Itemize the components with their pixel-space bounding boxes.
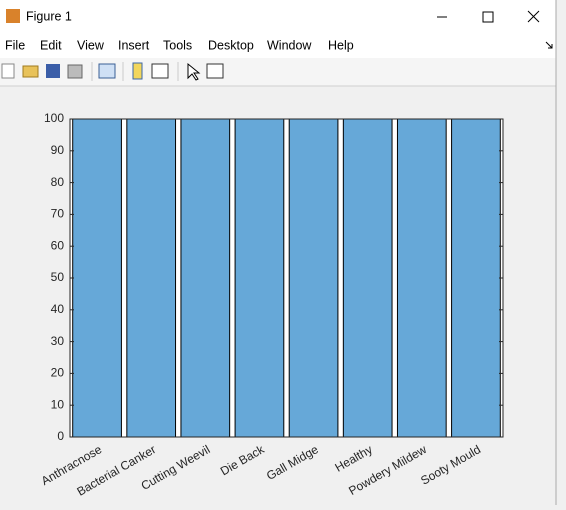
window-title: Figure 1 <box>26 9 72 23</box>
menu-item[interactable]: Desktop <box>208 38 254 52</box>
save-icon[interactable] <box>46 64 60 78</box>
y-tick-label: 60 <box>51 238 65 252</box>
menu-group: File Edit View Insert Tools Desktop Window Help <box>5 38 354 52</box>
y-tick-label: 50 <box>51 270 65 284</box>
bar <box>180 118 231 438</box>
menu-item[interactable]: Tools <box>163 38 192 52</box>
toolbar <box>0 58 556 86</box>
new-icon[interactable] <box>1 63 15 79</box>
bar <box>396 118 447 438</box>
maximize-button[interactable] <box>482 11 494 23</box>
bar <box>288 118 339 438</box>
bar <box>451 118 501 438</box>
app-icon <box>6 9 20 23</box>
menu-item[interactable]: Insert <box>118 38 150 52</box>
y-tick-label: 70 <box>51 207 65 221</box>
menu-item[interactable]: Window <box>267 38 312 52</box>
title-bar <box>0 0 556 34</box>
bar <box>234 118 285 438</box>
property-icon[interactable] <box>206 63 224 79</box>
y-tick-label: 0 <box>57 429 64 443</box>
dock-arrow[interactable] <box>545 41 553 49</box>
bar <box>342 118 393 438</box>
y-tick-label: 40 <box>51 302 65 316</box>
y-tick-label: 20 <box>51 366 65 380</box>
y-tick-label: 100 <box>44 111 64 125</box>
menu-item[interactable]: View <box>77 38 105 52</box>
legend-icon[interactable] <box>151 63 169 79</box>
bar <box>72 118 122 438</box>
y-tick-label: 10 <box>51 397 65 411</box>
menu-item[interactable]: Edit <box>40 38 62 52</box>
close-button[interactable] <box>527 10 540 23</box>
y-tick-label: 90 <box>51 143 65 157</box>
pointer-icon[interactable] <box>187 62 201 81</box>
menu-item[interactable]: Help <box>328 38 354 52</box>
menu-item[interactable]: File <box>5 38 25 52</box>
link-icon[interactable] <box>98 63 116 79</box>
y-tick-label: 80 <box>51 175 65 189</box>
print-icon[interactable] <box>67 64 83 79</box>
bar <box>126 118 177 438</box>
open-icon[interactable] <box>22 65 39 78</box>
y-tick-label: 30 <box>51 334 65 348</box>
menu-bar <box>0 34 556 58</box>
colorbar-icon[interactable] <box>132 62 143 80</box>
